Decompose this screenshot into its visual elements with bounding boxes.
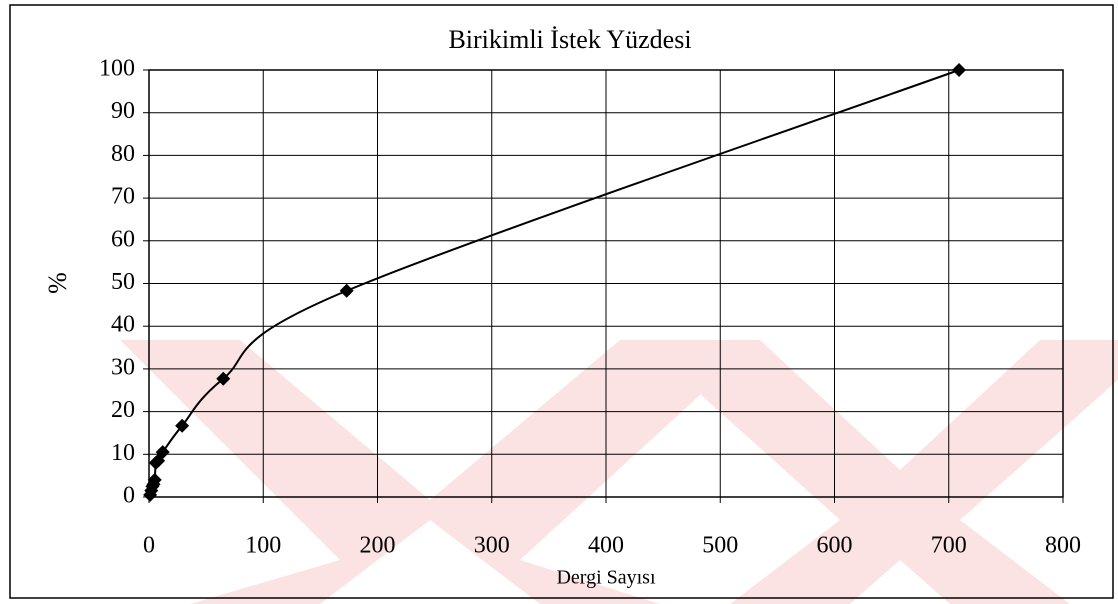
chart-title: Birikimli İstek Yüzdesi [448, 25, 691, 54]
y-tick-label: 40 [111, 312, 135, 338]
x-tick-label: 300 [474, 533, 510, 559]
y-axis-label: % [43, 272, 72, 294]
y-tick-label: 70 [111, 184, 135, 210]
y-tick-label: 100 [99, 56, 135, 82]
x-tick-label: 500 [702, 533, 738, 559]
plot-frame [148, 69, 1064, 498]
x-tick-label: 100 [245, 533, 281, 559]
marker [216, 371, 231, 386]
y-tick-label: 0 [123, 483, 135, 509]
y-tick-label: 60 [111, 226, 135, 252]
y-tick-label: 90 [111, 98, 135, 124]
watermark [120, 340, 1118, 604]
marker [339, 283, 354, 298]
x-tick-label: 700 [931, 533, 967, 559]
y-tick-label: 80 [111, 141, 135, 167]
x-tick-label: 600 [817, 533, 853, 559]
x-tick-label: 200 [360, 533, 396, 559]
y-tick-label: 50 [111, 269, 135, 295]
y-tick-label: 20 [111, 397, 135, 423]
y-tick-label: 10 [111, 440, 135, 466]
marker [155, 445, 170, 460]
chart-frame [9, 4, 1114, 599]
x-axis-label: Dergi Sayısı [556, 567, 656, 589]
x-tick-label: 800 [1045, 533, 1081, 559]
x-tick-label: 0 [143, 533, 155, 559]
x-tick-label: 400 [588, 533, 624, 559]
marker [147, 472, 162, 487]
marker [175, 418, 190, 433]
y-tick-label: 30 [111, 354, 135, 380]
marker [952, 63, 967, 77]
